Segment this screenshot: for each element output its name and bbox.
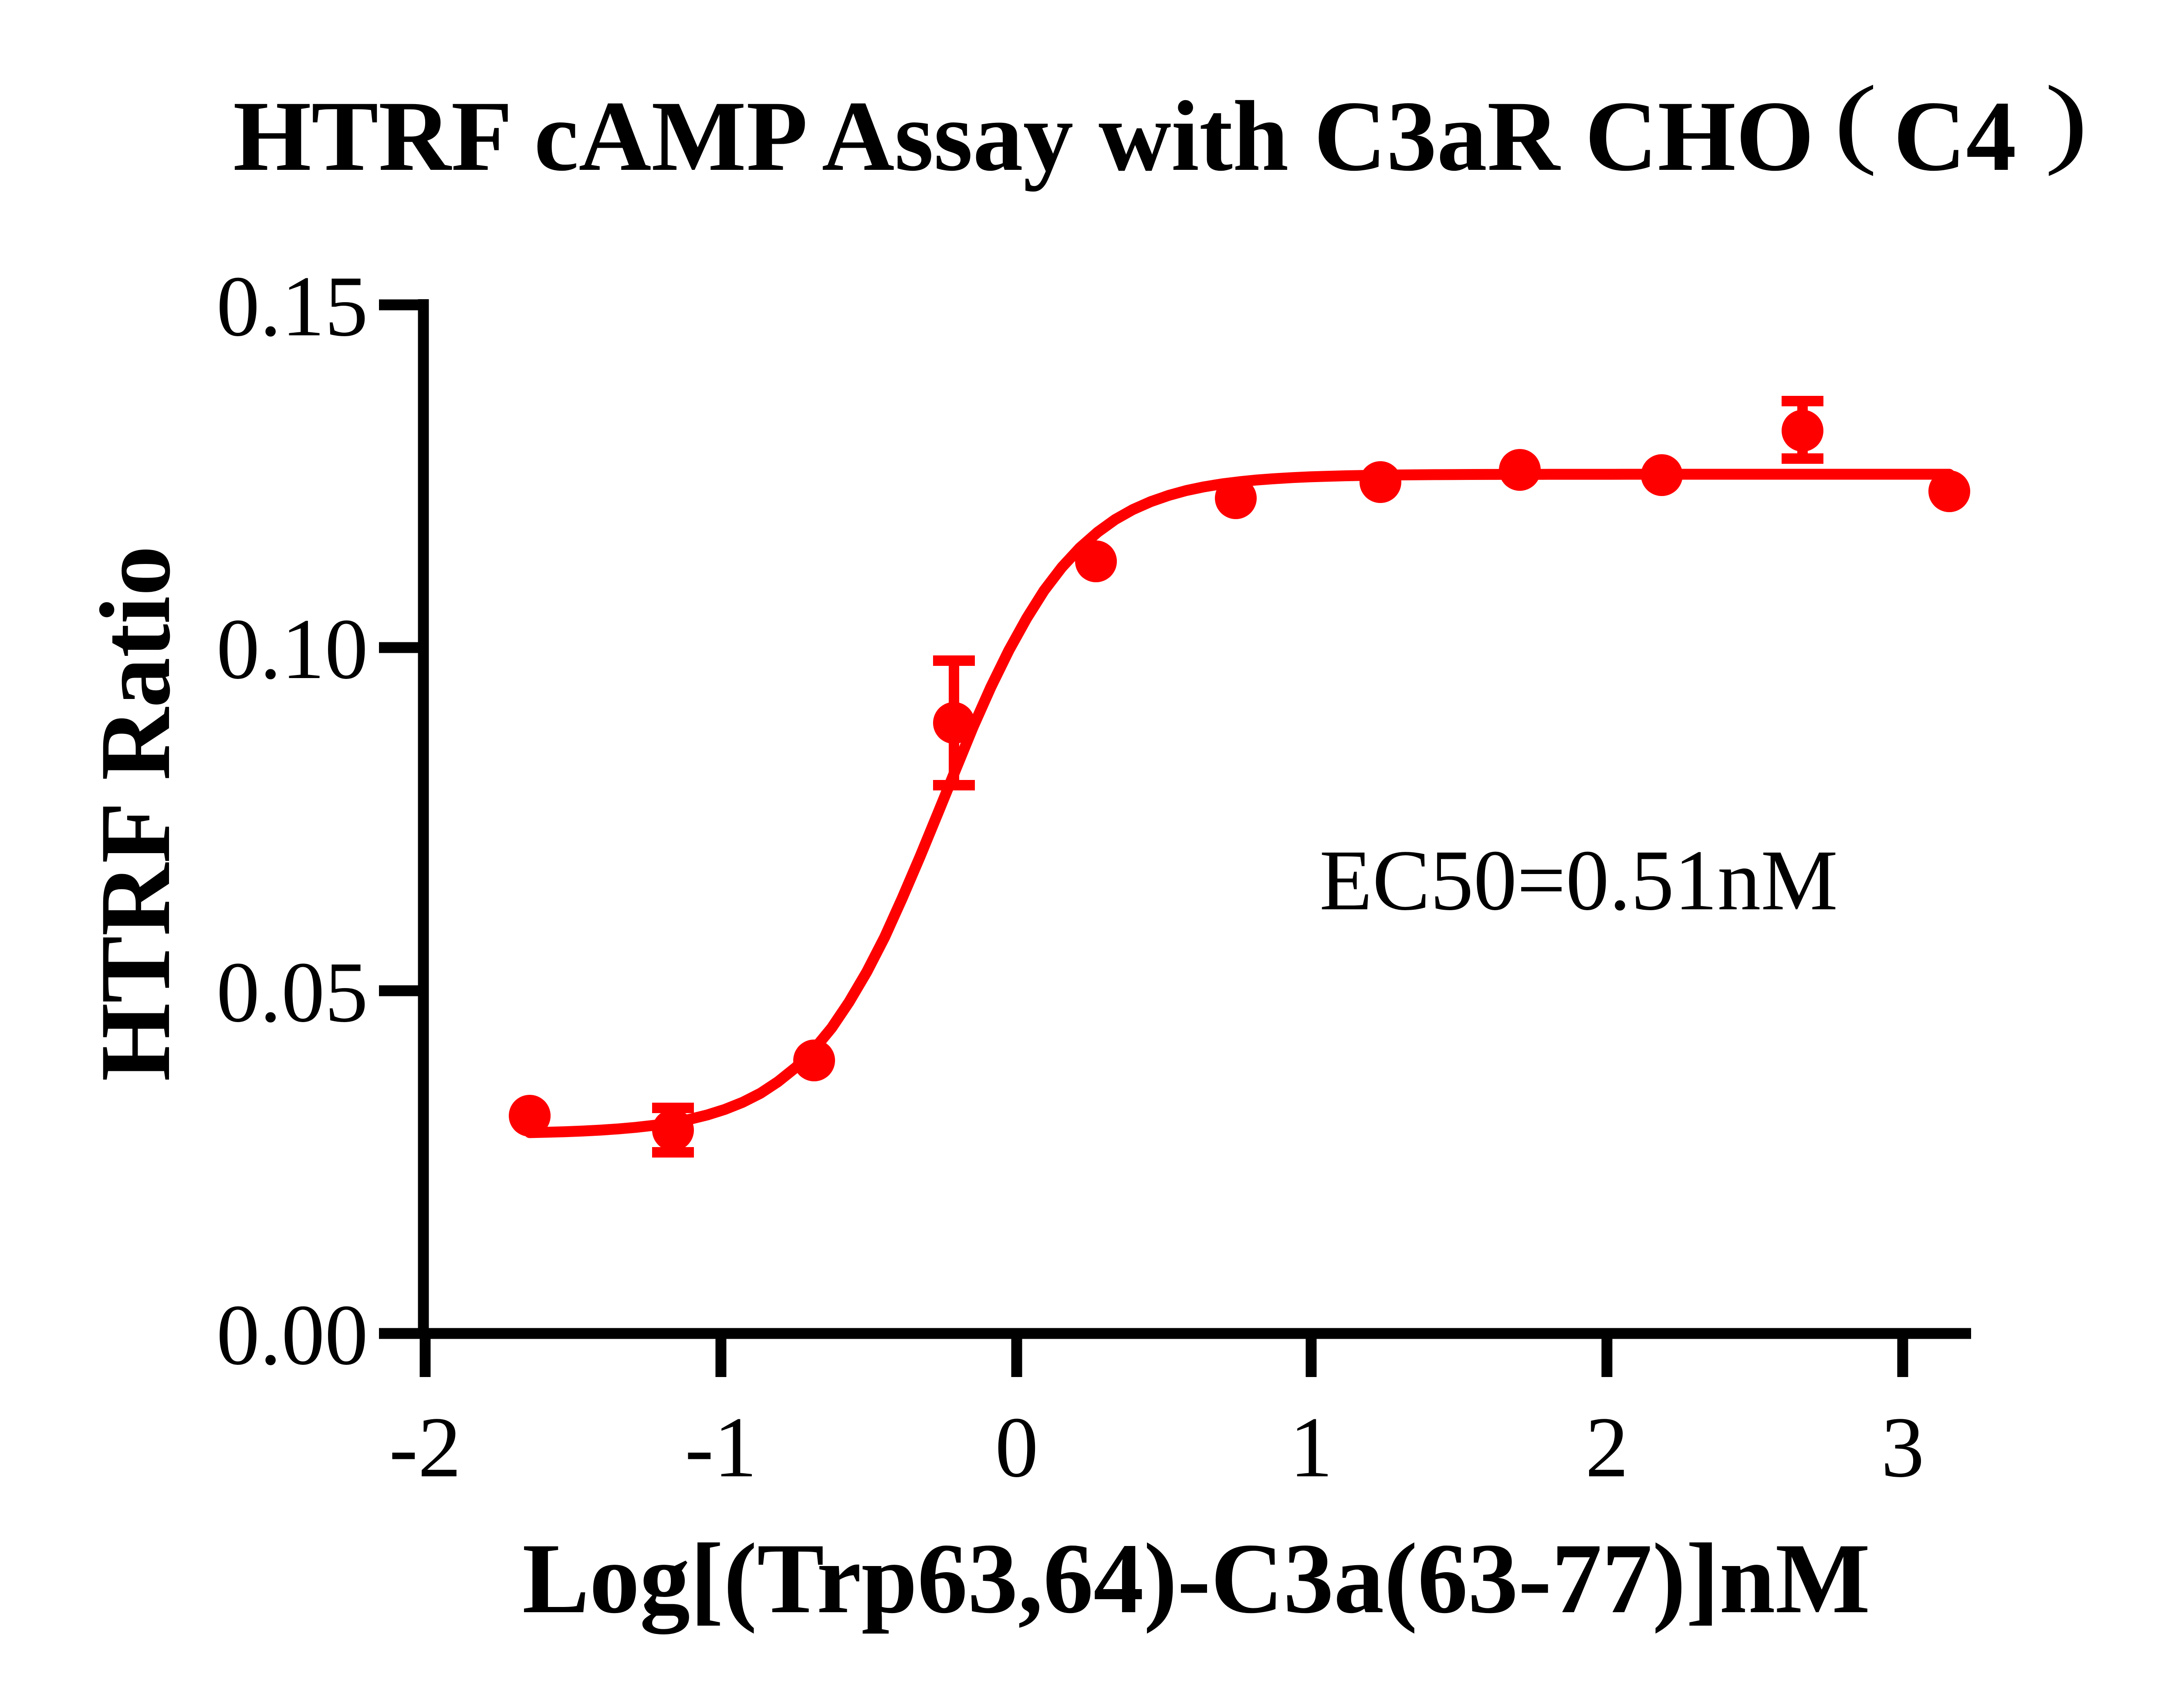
svg-text:3: 3 [1881,1400,1924,1495]
svg-text:1: 1 [1289,1400,1333,1495]
svg-text:0.05: 0.05 [216,945,368,1040]
svg-text:HTRF Ratio: HTRF Ratio [79,546,191,1081]
svg-text:0.10: 0.10 [216,601,368,697]
svg-text:0.00: 0.00 [216,1287,368,1383]
svg-text:EC50=0.51nM: EC50=0.51nM [1319,833,1838,928]
svg-text:2: 2 [1585,1400,1629,1495]
svg-text:Log[(Trp63,64)-C3a(63-77)]nM: Log[(Trp63,64)-C3a(63-77)]nM [522,1522,1870,1634]
svg-text:-2: -2 [389,1400,461,1495]
svg-text:0: 0 [995,1400,1038,1495]
svg-text:0.15: 0.15 [216,259,368,354]
svg-text:HTRF cAMP Assay with C3aR CHO(: HTRF cAMP Assay with C3aR CHO( C4) [233,65,2088,192]
svg-text:-1: -1 [685,1400,757,1495]
